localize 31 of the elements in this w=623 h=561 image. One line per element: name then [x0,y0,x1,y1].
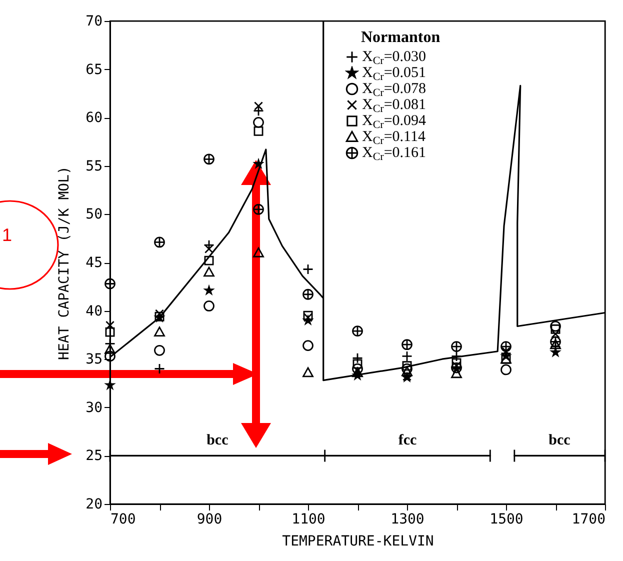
legend-label: X$_{Cr}$=0.078 [362,81,426,99]
legend-label: X$_{Cr}$=0.081 [362,97,426,115]
legend-label: X$_{Cr}$=0.051 [362,65,426,83]
y-tick-label: 30 [86,400,102,416]
x-tick-label: 1300 [390,512,424,528]
x-tick-label: 1700 [572,512,606,528]
y-tick-label: 50 [86,206,102,223]
annotation: bcc [206,432,229,449]
y-tick-label: 70 [86,14,102,30]
annotation: bcc [548,432,571,449]
legend-title: Normanton [361,29,440,46]
y-tick-label: 65 [86,62,102,78]
text: 1 [2,225,12,246]
y-tick-label: 45 [86,255,102,271]
y-tick-label: 60 [86,110,102,126]
y-tick-label: 40 [86,303,102,320]
x-tick-label: 900 [196,512,222,528]
legend-label: X$_{Cr}$=0.114 [362,129,426,147]
annotation: fcc [398,432,417,449]
y-tick-label: 55 [86,158,102,174]
x-tick-label: 1100 [292,512,326,528]
legend-label: X$_{Cr}$=0.094 [362,113,426,131]
legend-label: X$_{Cr}$=0.030 [362,49,426,67]
y-tick-label: 35 [86,352,102,368]
x-tick-label: 700 [110,512,136,528]
x-tick-label: 1500 [490,512,524,528]
y-tick-label: 20 [86,496,102,512]
legend-label: X$_{Cr}$=0.161 [362,145,426,163]
y-tick-label: 25 [86,448,102,464]
y-axis-title: HEAT CAPACITY (J/K MOL) [56,166,73,360]
x-axis-title: TEMPERATURE-KELVIN [282,534,434,550]
